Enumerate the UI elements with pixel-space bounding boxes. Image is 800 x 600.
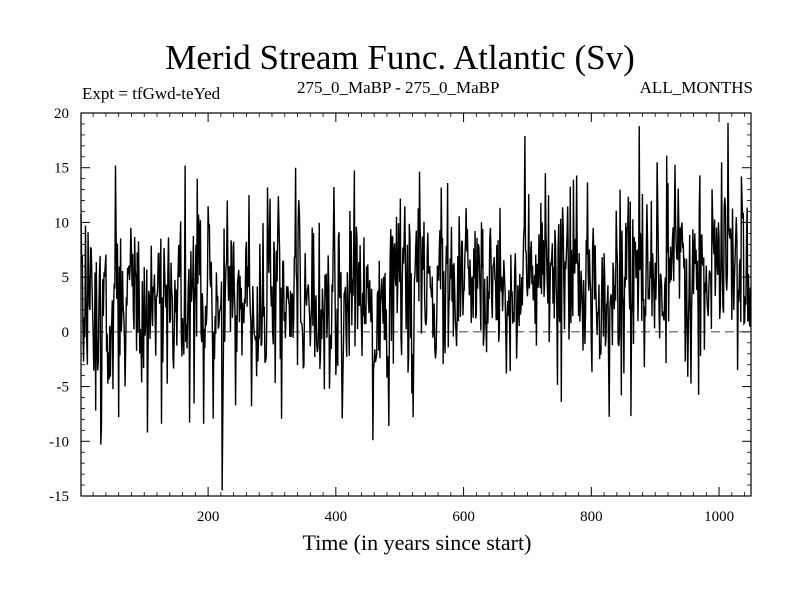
months-label: ALL_MONTHS — [639, 78, 753, 97]
y-tick-label: 15 — [54, 161, 69, 177]
x-axis-label: Time (in years since start) — [302, 530, 532, 555]
x-tick-label: 200 — [197, 509, 220, 525]
y-tick-label: 5 — [62, 270, 70, 286]
y-tick-label: 20 — [54, 106, 69, 122]
y-tick-label: -10 — [49, 434, 69, 450]
x-tick-label: 800 — [580, 509, 603, 525]
y-tick-label: 10 — [54, 215, 69, 231]
series-line-amoc — [80, 122, 752, 491]
plot-frame — [80, 112, 752, 497]
period-label: 275_0_MaBP - 275_0_MaBP — [297, 78, 500, 97]
y-tick-label: -15 — [49, 489, 69, 505]
chart-title: Merid Stream Func. Atlantic (Sv) — [165, 38, 635, 77]
x-tick-label: 600 — [452, 509, 475, 525]
x-tick-label: 400 — [325, 509, 348, 525]
x-tick-label: 1000 — [704, 509, 734, 525]
y-tick-label: -5 — [57, 380, 70, 396]
y-tick-label: 0 — [62, 325, 70, 341]
experiment-label: Expt = tfGwd-teYed — [82, 84, 221, 103]
